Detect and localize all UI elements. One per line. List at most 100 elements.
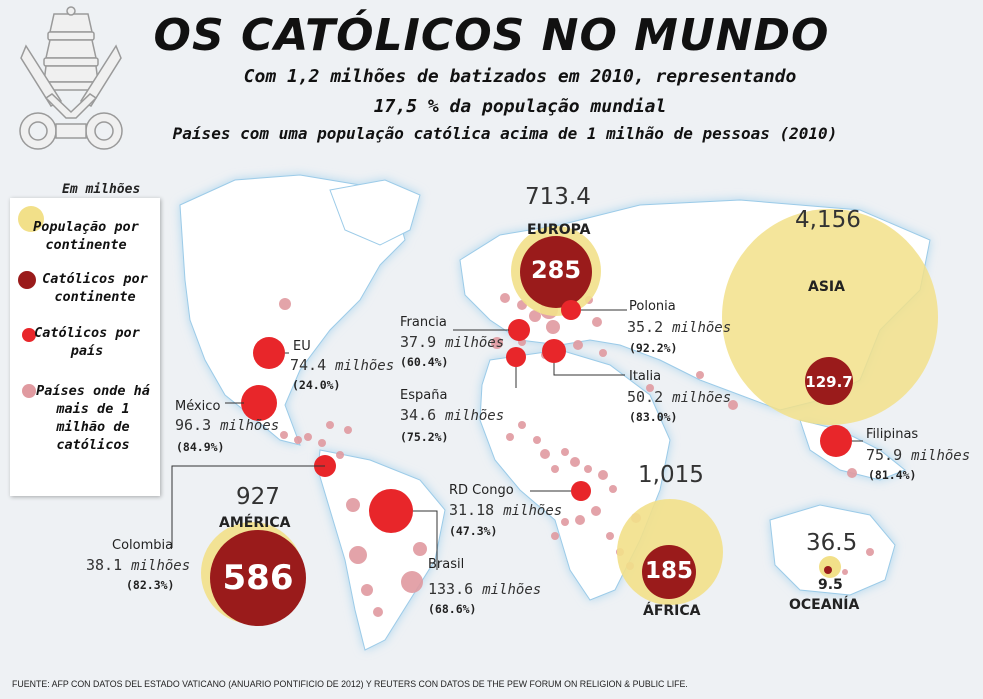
country-bubble-polonia xyxy=(561,300,581,320)
country-pct-polonia: (92.2%) xyxy=(629,341,678,355)
country-value-number: 34.6 xyxy=(400,406,437,424)
america-population: 927 xyxy=(236,484,280,510)
country-dot xyxy=(506,433,514,441)
country-name-rdcongo: RD Congo xyxy=(449,483,514,498)
country-dot xyxy=(346,498,360,512)
country-value-mexico: 96.3 milhões xyxy=(175,416,279,434)
country-name-colombia: Colombia xyxy=(112,538,174,553)
country-dot xyxy=(561,448,569,456)
country-dot xyxy=(349,546,367,564)
country-value-filipinas: 75.9 milhões xyxy=(866,446,970,464)
country-value-unit: milhões xyxy=(911,448,971,464)
greenland xyxy=(329,179,421,246)
country-dot xyxy=(540,449,550,459)
country-dot xyxy=(606,532,614,540)
country-dot xyxy=(561,518,569,526)
country-dot xyxy=(591,506,601,516)
legend-swatch-catholics-continent xyxy=(18,271,36,289)
country-dot xyxy=(592,317,602,327)
country-dot xyxy=(570,457,580,467)
country-dot xyxy=(551,532,559,540)
country-value-number: 133.6 xyxy=(428,580,474,598)
country-value-number: 50.2 xyxy=(627,388,664,406)
legend-swatch-population xyxy=(18,206,44,232)
country-dot xyxy=(318,439,326,447)
country-dot xyxy=(866,548,874,556)
country-value-unit: milhões xyxy=(445,335,505,351)
country-bubble-espana xyxy=(506,347,526,367)
country-value-number: 38.1 xyxy=(86,556,123,574)
country-pct-rdcongo: (47.3%) xyxy=(449,524,498,538)
country-bubble-francia xyxy=(508,319,530,341)
source-note: FUENTE: AFP CON DATOS DEL ESTADO VATICAN… xyxy=(12,679,688,689)
country-value-brasil: 133.6 milhões xyxy=(428,580,541,598)
oceania-label: OCEANÍA xyxy=(789,597,860,613)
africa-label: ÁFRICA xyxy=(643,603,701,619)
country-dot xyxy=(326,421,334,429)
country-bubble-eu xyxy=(253,337,285,369)
country-pct-italia: (83.0%) xyxy=(629,410,678,424)
country-pct-espana: (75.2%) xyxy=(400,430,449,444)
country-value-unit: milhões xyxy=(503,503,563,519)
country-pct-filipinas: (81.4%) xyxy=(868,468,917,482)
country-value-francia: 37.9 milhões xyxy=(400,333,504,351)
country-dot xyxy=(500,293,510,303)
oceania-population: 36.5 xyxy=(806,530,858,556)
country-value-number: 74.4 xyxy=(290,356,327,374)
legend-swatch-over-million xyxy=(22,384,36,398)
country-name-brasil: Brasil xyxy=(428,557,465,572)
leader-lines xyxy=(171,309,863,570)
country-dot xyxy=(573,340,583,350)
unit-label: Em milhões xyxy=(62,182,141,197)
legend-label-catholics-country: Católicos por país xyxy=(34,325,140,359)
country-dot xyxy=(344,426,352,434)
population-bubble-asia xyxy=(722,209,938,425)
country-value-unit: milhões xyxy=(220,418,280,434)
country-dot xyxy=(646,384,654,392)
country-dot xyxy=(280,431,288,439)
legend-label-catholics-continent: Católicos por continente xyxy=(42,271,148,305)
country-dot xyxy=(533,436,541,444)
legend: População por continente Católicos por c… xyxy=(10,198,160,496)
country-dot xyxy=(294,436,302,444)
country-dot xyxy=(361,584,373,596)
country-dot xyxy=(584,465,592,473)
country-dot xyxy=(279,298,291,310)
country-value-italia: 50.2 milhões xyxy=(627,388,731,406)
oceania-catholics: 9.5 xyxy=(818,577,843,593)
country-value-number: 31.18 xyxy=(449,501,495,519)
subtitle-line-2: 17,5 % da população mundial xyxy=(373,96,667,117)
country-value-unit: milhões xyxy=(482,582,542,598)
country-dot xyxy=(518,421,526,429)
country-dot xyxy=(529,310,541,322)
country-value-unit: milhões xyxy=(672,320,732,336)
country-name-eu: EU xyxy=(293,339,311,354)
country-dot xyxy=(546,320,560,334)
country-dot xyxy=(401,571,423,593)
country-bubble-italia xyxy=(542,339,566,363)
country-value-eu: 74.4 milhões xyxy=(290,356,394,374)
country-dot xyxy=(696,371,704,379)
country-value-number: 35.2 xyxy=(627,318,664,336)
australia xyxy=(769,504,896,596)
country-value-unit: milhões xyxy=(672,390,732,406)
catholics-bubble-oceania xyxy=(824,566,832,574)
country-dot xyxy=(373,607,383,617)
country-dot xyxy=(842,569,848,575)
country-dot xyxy=(413,542,427,556)
country-value-number: 37.9 xyxy=(400,333,437,351)
catholics-bubble-america xyxy=(210,530,306,626)
country-dot xyxy=(847,468,857,478)
country-dot xyxy=(598,470,608,480)
asia-population: 4,156 xyxy=(795,207,861,233)
legend-label-over-million: Países onde há mais de 1 milhão de catól… xyxy=(36,383,150,453)
country-dot xyxy=(599,349,607,357)
africa-catholics: 185 xyxy=(644,558,693,584)
asia-label: ASIA xyxy=(808,279,845,295)
europa-population: 713.4 xyxy=(525,184,591,210)
country-name-espana: España xyxy=(400,388,448,403)
legend-label-population: População por continente xyxy=(33,219,139,253)
country-value-colombia: 38.1 milhões xyxy=(86,556,190,574)
